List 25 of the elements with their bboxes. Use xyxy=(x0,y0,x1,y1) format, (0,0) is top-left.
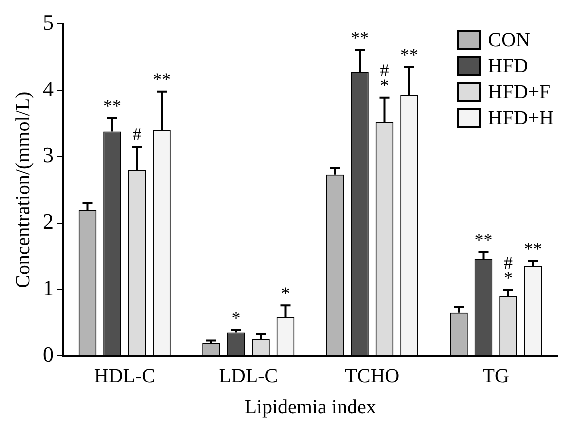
legend-label: HFD+H xyxy=(488,107,554,130)
annotation: * xyxy=(232,308,241,328)
legend-label: HFD xyxy=(488,55,528,78)
x-axis-title: Lipidemia index xyxy=(244,396,376,418)
annotation: ** xyxy=(400,45,418,66)
y-tick-label: 0 xyxy=(43,342,54,367)
legend-label: HFD+F xyxy=(488,81,551,104)
annotation: ** xyxy=(524,238,542,259)
annotation: ** xyxy=(351,28,369,48)
annotation: ** xyxy=(104,96,122,116)
annotation: ** xyxy=(153,70,171,90)
x-tick-label: TG xyxy=(482,365,510,388)
annotation: * xyxy=(281,283,290,304)
y-tick-label: 1 xyxy=(43,275,54,300)
y-tick-label: 2 xyxy=(43,209,54,234)
x-tick-label: LDL-C xyxy=(219,365,278,388)
x-tick-label: HDL-C xyxy=(94,365,156,388)
x-tick-label: TCHO xyxy=(345,365,400,388)
annotation: # xyxy=(132,124,142,145)
y-axis-title: Concentration/(mmol/L) xyxy=(12,92,34,288)
y-tick-label: 4 xyxy=(43,76,54,102)
y-tick-label: 3 xyxy=(43,142,54,168)
y-tick-label: 5 xyxy=(43,10,54,35)
annotation: ** xyxy=(474,230,493,250)
legend-label: CON xyxy=(488,29,530,52)
